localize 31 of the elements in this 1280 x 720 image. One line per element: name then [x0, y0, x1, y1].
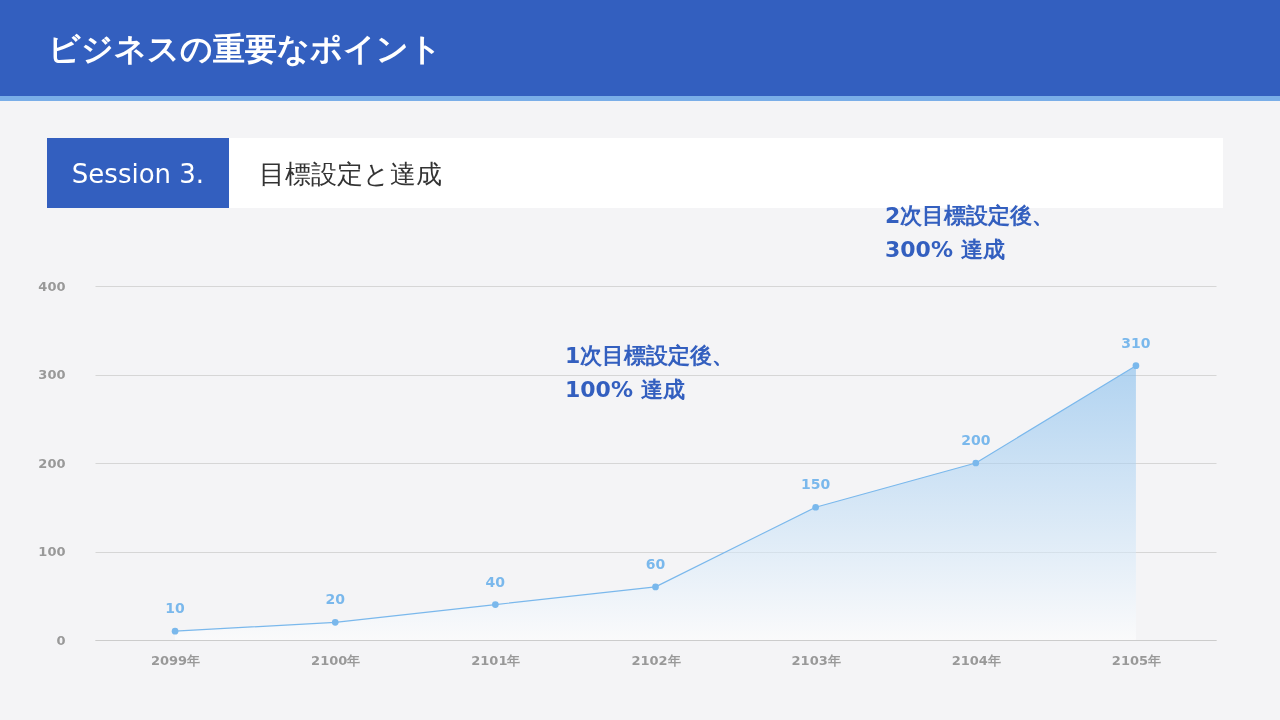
data-label: 60 [645, 555, 666, 572]
annotation: 1次目標設定後、 100% 達成 [565, 343, 735, 402]
y-tick-label: 100 [38, 544, 66, 559]
data-label: 200 [961, 432, 991, 448]
chart-subtitle: 目標設定と達成 [259, 159, 442, 189]
point [331, 618, 339, 626]
data-label: 310 [1121, 334, 1151, 351]
text: Session 3. [71, 159, 205, 189]
point [492, 601, 499, 608]
point [652, 583, 659, 591]
point [972, 459, 980, 467]
x-tick-label: 2100年 [311, 652, 361, 668]
y-tick-label: 400 [38, 278, 66, 294]
x-tick-label: 2102年 [631, 652, 681, 668]
x-tick-label: 2105年 [1111, 652, 1162, 668]
y-tick-label: 200 [38, 455, 66, 471]
chart-title: ビジネスの重要なポイント [48, 30, 442, 68]
data-label: 10 [165, 600, 186, 617]
point [171, 627, 179, 635]
x-tick-label: 2101年 [471, 652, 521, 668]
x-tick-label: 2099年 [150, 652, 201, 668]
x-tick-label: 2103年 [791, 652, 841, 668]
point [812, 503, 819, 511]
data-label: 20 [325, 591, 346, 608]
data-label: 40 [485, 573, 506, 590]
y-tick-label: 300 [38, 367, 66, 382]
point [1132, 362, 1140, 369]
data-label: 150 [801, 476, 831, 493]
text: 2次目標設定後、 300% 達成 [885, 203, 1055, 262]
y-tick-label: 0 [56, 632, 66, 648]
x-tick-label: 2104年 [951, 652, 1001, 668]
